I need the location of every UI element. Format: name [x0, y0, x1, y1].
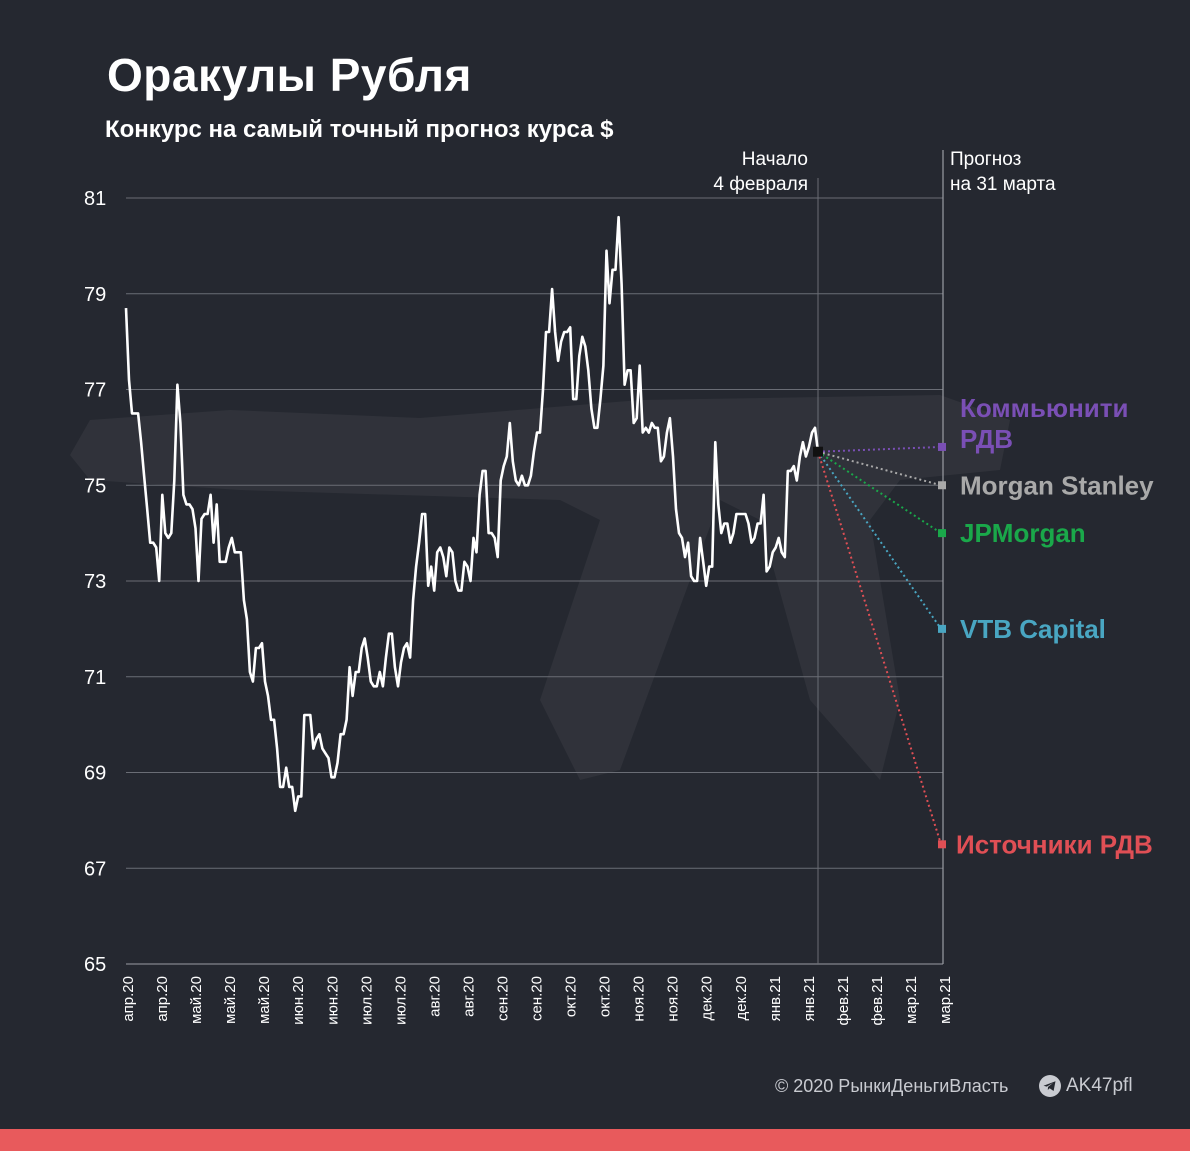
x-tick-label: фев.21: [869, 976, 886, 1026]
x-tick-label: сен.20: [529, 976, 546, 1021]
x-tick-label: апр.20: [154, 976, 171, 1022]
forecast-label: Коммьюнити: [960, 393, 1128, 423]
x-tick-label: мар.21: [937, 976, 954, 1024]
forecast-point: [938, 442, 946, 451]
x-tick-label: ноя.20: [631, 976, 648, 1022]
forecast-label: VTB Capital: [960, 614, 1106, 644]
forecast-line: [817, 451, 942, 630]
chart-title: Оракулы Рубля: [107, 49, 472, 101]
x-tick-label: мар.21: [903, 976, 920, 1024]
y-tick-label: 65: [84, 954, 106, 976]
x-tick-label: май.20: [256, 976, 273, 1024]
forecast-line: [817, 445, 942, 453]
y-tick-label: 71: [84, 667, 106, 689]
y-tick-label: 73: [84, 571, 106, 593]
x-axis: апр.20 апр.20 май.20 май.20 май.20 июн.20 июн.…: [120, 976, 954, 1026]
x-tick-label: сен.20: [494, 976, 511, 1021]
bottom-accent-bar: [0, 1129, 1190, 1151]
forecast-label: JPMorgan: [960, 518, 1086, 548]
x-tick-label: янв.21: [767, 976, 784, 1021]
x-tick-label: июл.20: [358, 976, 375, 1025]
forecast-annotation: Прогноз: [950, 149, 1021, 170]
y-axis: 81 79 77 75 73 71 69 67 65: [84, 188, 106, 976]
annotations: Начало 4 февраля Прогноз на 31 марта: [713, 149, 1056, 195]
y-tick-label: 69: [84, 763, 106, 785]
footer-handle[interactable]: AK47pfl: [1038, 1074, 1133, 1098]
series-layer: [124, 215, 820, 813]
footer-credit: © 2020 РынкиДеньгиВласть: [775, 1076, 1009, 1096]
x-tick-label: апр.20: [120, 976, 137, 1022]
x-tick-label: дек.20: [733, 976, 750, 1021]
y-tick-label: 81: [84, 188, 106, 210]
y-tick-label: 75: [84, 475, 106, 497]
y-tick-label: 67: [84, 858, 106, 880]
forecast-point: [938, 624, 946, 633]
chart-subtitle: Конкурс на самый точный прогноз курса $: [105, 116, 614, 143]
forecast-point: [938, 481, 946, 490]
x-tick-label: фев.21: [835, 976, 852, 1026]
y-tick-label: 77: [84, 380, 106, 402]
start-annotation: Начало: [742, 149, 808, 170]
x-tick-label: дек.20: [699, 976, 716, 1021]
footer-handle-text: AK47pfl: [1066, 1075, 1133, 1096]
forecast-label: РДВ: [960, 424, 1013, 454]
x-tick-label: июл.20: [392, 976, 409, 1025]
y-tick-label: 79: [84, 284, 106, 306]
background-watermark: [70, 395, 1010, 780]
x-tick-label: янв.21: [801, 976, 818, 1021]
series-line-usd-rub: [124, 215, 820, 813]
forecast-label: Morgan Stanley: [960, 470, 1154, 500]
forecast-annotation: на 31 марта: [950, 174, 1056, 195]
start-annotation: 4 февраля: [713, 174, 808, 195]
grid: [126, 150, 944, 965]
x-tick-label: май.20: [188, 976, 205, 1024]
x-tick-label: июн.20: [324, 976, 341, 1025]
forecast-point: [938, 529, 946, 538]
x-tick-label: июн.20: [290, 976, 307, 1025]
x-tick-label: окт.20: [597, 976, 614, 1017]
x-tick-label: авг.20: [426, 976, 443, 1017]
forecast-label: Источники РДВ: [956, 829, 1153, 859]
start-point: [813, 446, 823, 457]
forecast-line: [817, 451, 942, 845]
x-tick-label: май.20: [222, 976, 239, 1024]
x-tick-label: окт.20: [563, 976, 580, 1017]
x-tick-label: ноя.20: [665, 976, 682, 1022]
forecast-line: [817, 450, 942, 487]
telegram-icon: [1039, 1075, 1061, 1097]
forecast-point: [938, 840, 946, 849]
x-tick-label: авг.20: [460, 976, 477, 1017]
